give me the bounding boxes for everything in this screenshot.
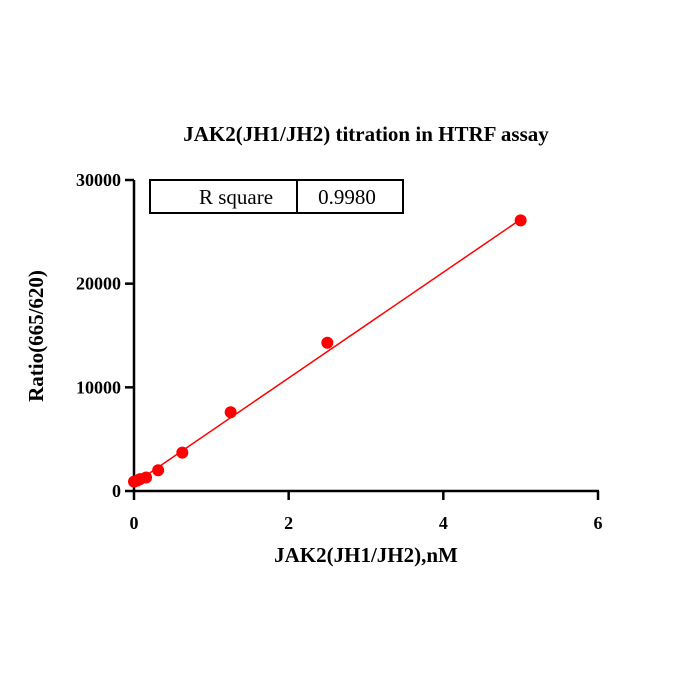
r-square-box: R square 0.9980	[149, 179, 404, 214]
x-ticks: 0 2 4 6	[130, 491, 603, 533]
fit-line	[133, 218, 522, 485]
x-tick-label: 6	[594, 513, 603, 533]
data-point	[176, 446, 189, 459]
x-tick-label: 4	[439, 513, 448, 533]
y-tick-label: 0	[112, 481, 121, 501]
data-points	[128, 214, 527, 488]
y-tick-label: 20000	[76, 274, 121, 294]
y-tick-label: 30000	[76, 170, 121, 190]
r-square-box-frame	[149, 179, 404, 214]
data-point	[152, 464, 165, 477]
data-point	[514, 214, 527, 227]
y-tick-label: 10000	[76, 377, 121, 397]
fit-line-group	[133, 218, 522, 485]
x-tick-label: 2	[284, 513, 293, 533]
data-point	[321, 336, 334, 349]
x-tick-label: 0	[130, 513, 139, 533]
r-square-label: R square	[199, 185, 273, 209]
y-axis-label: Ratio(665/620)	[24, 270, 48, 402]
data-point	[140, 471, 153, 484]
y-ticks: 0 10000 20000 30000	[76, 170, 134, 501]
data-point	[224, 406, 237, 419]
r-square-value: 0.9980	[318, 185, 376, 209]
x-axis-label: JAK2(JH1/JH2),nM	[274, 543, 458, 567]
chart-title: JAK2(JH1/JH2) titration in HTRF assay	[183, 122, 549, 146]
